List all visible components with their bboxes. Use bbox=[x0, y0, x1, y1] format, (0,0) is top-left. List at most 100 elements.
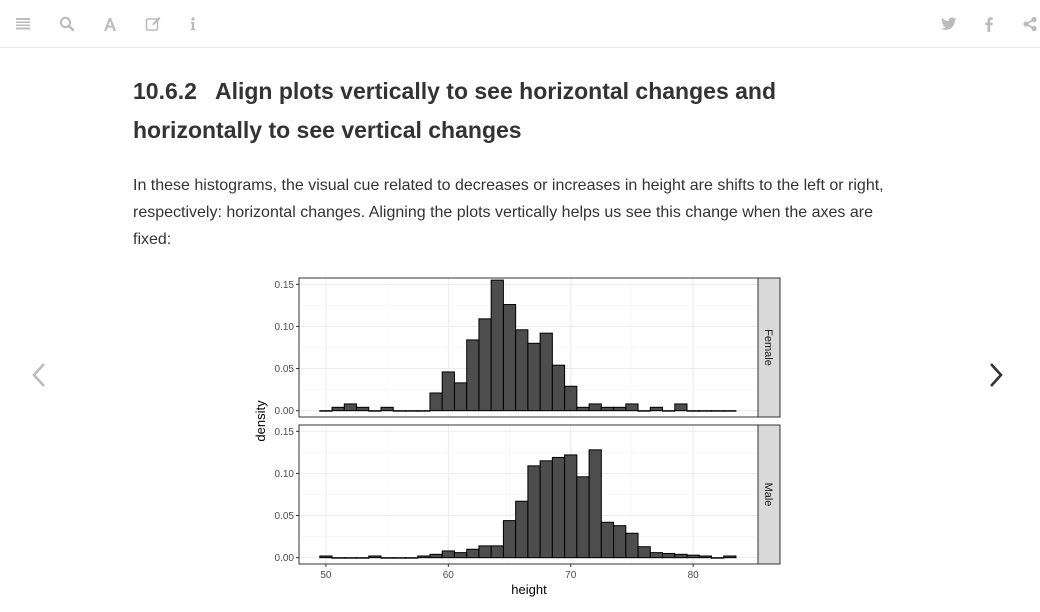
histogram-bar bbox=[356, 406, 370, 412]
histogram-bar bbox=[417, 555, 431, 559]
y-tick-label: 0.00 bbox=[275, 553, 295, 564]
y-tick-label: 0.10 bbox=[275, 469, 295, 480]
share-icon[interactable] bbox=[1019, 13, 1040, 35]
x-tick-label: 70 bbox=[565, 570, 577, 581]
histogram-bar bbox=[404, 557, 419, 559]
histogram-bar bbox=[698, 410, 712, 412]
section-number: 10.6.2 bbox=[133, 78, 197, 104]
histogram-bar bbox=[551, 456, 566, 559]
y-tick-label: 0.15 bbox=[275, 427, 295, 438]
panel-male: 0.00 0.05 0.10 0.15 Male bbox=[275, 424, 781, 565]
histogram-bar bbox=[686, 410, 700, 412]
histogram-bar bbox=[674, 553, 688, 559]
section-heading: 10.6.2 Align plots vertically to see hori… bbox=[133, 72, 893, 150]
menu-icon[interactable] bbox=[12, 13, 34, 35]
histogram-bar bbox=[637, 546, 651, 559]
histogram-bar bbox=[613, 406, 627, 412]
panel-female: 0.00 0.05 0.10 0.15 Female bbox=[275, 277, 781, 418]
histogram-bar bbox=[368, 410, 382, 412]
x-axis: 50 60 70 80 bbox=[320, 564, 699, 581]
histogram-bar bbox=[527, 342, 541, 412]
histogram-bar bbox=[527, 465, 541, 559]
histogram-bar bbox=[515, 500, 529, 559]
histogram-bar bbox=[588, 403, 602, 412]
page-content: 10.6.2 Align plots vertically to see hori… bbox=[133, 72, 893, 253]
histogram-bar bbox=[478, 318, 492, 412]
histogram-bar bbox=[441, 371, 455, 412]
histogram-bar bbox=[723, 555, 737, 559]
toolbar bbox=[0, 0, 1040, 48]
histogram-bar bbox=[343, 557, 358, 559]
histogram-bar bbox=[429, 392, 443, 412]
histogram-bar bbox=[698, 555, 712, 559]
section-paragraph: In these histograms, the visual cue rela… bbox=[133, 177, 884, 248]
x-axis-label: height bbox=[511, 582, 547, 597]
y-tick-label: 0.05 bbox=[275, 364, 295, 375]
y-tick-label: 0.15 bbox=[275, 280, 295, 291]
histogram-bar bbox=[662, 410, 676, 412]
y-axis-label: density bbox=[253, 400, 268, 442]
histogram-bar bbox=[710, 557, 725, 559]
histogram-bar bbox=[600, 406, 615, 412]
histogram-bar bbox=[331, 557, 345, 559]
histogram-bar bbox=[649, 552, 664, 559]
histogram-bar bbox=[551, 364, 566, 412]
facet-strip-label: Male bbox=[762, 483, 774, 507]
histogram-bar bbox=[625, 403, 639, 412]
y-tick-label: 0.00 bbox=[275, 406, 295, 417]
edit-icon[interactable] bbox=[142, 13, 164, 35]
facet-strip-label: Female bbox=[762, 329, 774, 366]
prev-page-button[interactable] bbox=[24, 358, 54, 392]
histogram-bar bbox=[453, 552, 468, 559]
histogram-bar bbox=[466, 548, 480, 559]
histogram-bar bbox=[490, 545, 504, 559]
histogram-bar bbox=[588, 449, 602, 559]
histogram-bar bbox=[564, 454, 578, 559]
histogram-bar bbox=[625, 532, 639, 559]
chevron-right-icon bbox=[990, 363, 1003, 387]
histogram-bar bbox=[466, 339, 480, 412]
next-page-button[interactable] bbox=[981, 358, 1011, 392]
facebook-icon[interactable] bbox=[978, 13, 1000, 35]
histogram-bar bbox=[600, 521, 615, 559]
histogram-bar bbox=[392, 557, 406, 559]
histogram-bar bbox=[319, 410, 333, 412]
section-title: Align plots vertically to see horizontal… bbox=[133, 78, 777, 143]
histogram-bar bbox=[710, 410, 725, 412]
twitter-icon[interactable] bbox=[938, 13, 960, 35]
histogram-bar bbox=[637, 410, 651, 412]
histogram-bar bbox=[686, 554, 700, 559]
facet-strip bbox=[757, 277, 781, 418]
histogram-bar bbox=[674, 403, 688, 412]
x-tick-label: 80 bbox=[688, 570, 700, 581]
histogram-bar bbox=[429, 553, 443, 559]
histogram-bar bbox=[539, 460, 553, 559]
histogram-bar bbox=[417, 410, 431, 412]
histogram-bar bbox=[478, 545, 492, 559]
histogram-bar bbox=[576, 406, 590, 412]
histogram-bar bbox=[515, 329, 529, 412]
histogram-bar bbox=[368, 555, 382, 559]
histogram-bar bbox=[564, 385, 578, 412]
histogram-bar bbox=[723, 410, 737, 412]
histogram-bar bbox=[343, 403, 358, 412]
histogram-bar bbox=[539, 332, 553, 412]
x-tick-label: 50 bbox=[320, 570, 332, 581]
y-tick-label: 0.10 bbox=[275, 322, 295, 333]
info-icon[interactable] bbox=[182, 13, 204, 35]
histogram-bar bbox=[356, 557, 370, 559]
font-icon[interactable] bbox=[99, 13, 121, 35]
search-icon[interactable] bbox=[56, 13, 78, 35]
histogram-bar bbox=[662, 552, 676, 559]
x-tick-label: 60 bbox=[443, 570, 455, 581]
histogram-bar bbox=[649, 406, 664, 412]
histogram-bar bbox=[613, 525, 627, 559]
histogram-bar bbox=[576, 476, 590, 559]
histogram-bar bbox=[453, 382, 468, 412]
histogram-bar bbox=[404, 410, 419, 412]
chevron-left-icon bbox=[32, 363, 45, 387]
histogram-bar bbox=[380, 557, 394, 559]
histogram-bar bbox=[319, 555, 333, 559]
y-tick-label: 0.05 bbox=[275, 511, 295, 522]
histogram-bar bbox=[331, 406, 345, 412]
